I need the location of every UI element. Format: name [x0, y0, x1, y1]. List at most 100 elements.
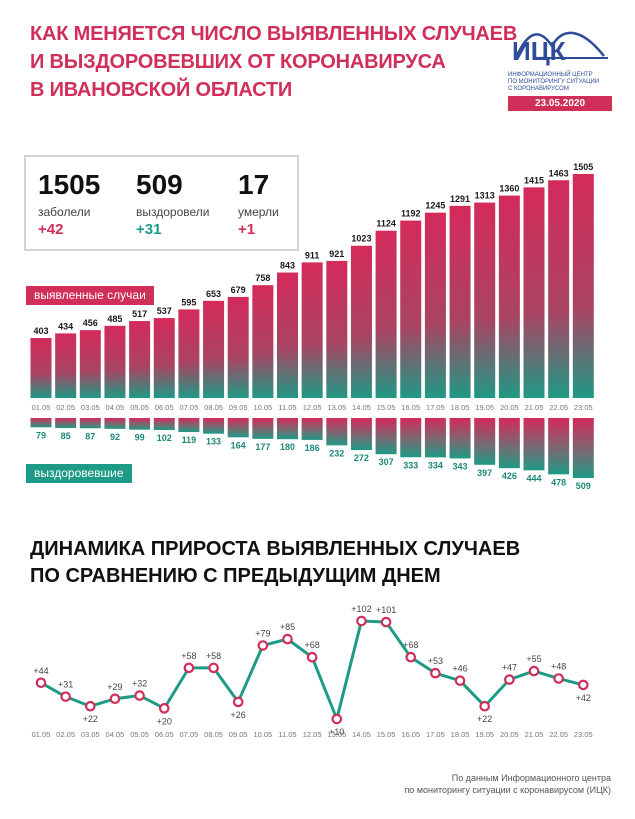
x-tick-label: 07.05: [180, 730, 199, 739]
increase-value-label: +42: [576, 693, 591, 703]
x-tick-label: 08.05: [204, 730, 223, 739]
x-tick-label: 09.05: [229, 403, 248, 412]
increase-value-label: +31: [58, 680, 73, 690]
bar-cases-label: 758: [255, 273, 270, 283]
x-tick-label: 05.05: [130, 403, 149, 412]
x-tick-label: 03.05: [81, 730, 100, 739]
increase-value-label: +79: [255, 629, 270, 639]
increase-value-label: +101: [376, 605, 396, 615]
x-tick-label: 15.05: [377, 730, 396, 739]
increase-value-label: +26: [231, 710, 246, 720]
increase-value-label: +68: [305, 640, 320, 650]
bar-cases-label: 403: [33, 326, 48, 336]
bar-cases-label: 679: [231, 285, 246, 295]
bar-recovered-label: 307: [379, 457, 394, 467]
bar-cases: [104, 325, 126, 398]
bar-cases: [301, 262, 323, 398]
summary-panel: 1505 заболели +42 509 выздоровели +31 17…: [24, 155, 299, 251]
increase-value-label: +22: [83, 714, 98, 724]
increase-value-label: +85: [280, 622, 295, 632]
bar-recovered: [227, 418, 249, 438]
increase-point: [35, 677, 47, 689]
increase-point: [454, 675, 466, 686]
bar-recovered: [350, 418, 372, 451]
x-tick-label: 13.05: [327, 403, 346, 412]
increase-point: [85, 700, 96, 712]
stat-recovered-value: 509: [136, 169, 183, 200]
increase-point: [208, 662, 219, 674]
bar-cases-label: 1245: [425, 201, 445, 211]
logo-sub-2: ПО МОНИТОРИНГУ СИТУАЦИИ: [508, 79, 600, 85]
x-tick-label: 23.05: [574, 730, 593, 739]
bar-cases-label: 1360: [499, 184, 519, 194]
bar-recovered-label: 177: [255, 442, 270, 452]
legend-recovered-label: выздоровевшие: [26, 464, 132, 483]
bar-cases: [572, 174, 594, 398]
increase-point: [232, 696, 244, 708]
footer-line-2: по мониторингу ситуации с коронавирусом …: [404, 785, 611, 795]
increase-point: [479, 700, 490, 712]
bar-recovered: [375, 418, 397, 455]
bar-recovered: [449, 418, 471, 459]
bar-recovered: [277, 418, 298, 440]
x-tick-label: 08.05: [204, 403, 223, 412]
x-tick-label: 09.05: [229, 730, 248, 739]
bar-recovered-label: 444: [526, 473, 541, 483]
bar-recovered: [326, 418, 348, 446]
increase-value-label: +32: [132, 679, 147, 689]
x-tick-label: 06.05: [155, 730, 174, 739]
cases-recovered-bar-chart: 403 01.05 79 434 02.05 85 456 03.05 87 485 04.05 92…: [30, 162, 594, 491]
logo-text: ИЦК: [512, 36, 566, 66]
bar-cases: [252, 285, 274, 398]
increase-point: [528, 665, 540, 677]
x-tick-label: 17.05: [426, 403, 445, 412]
bar-recovered-label: 79: [36, 430, 46, 440]
bar-cases: [178, 309, 200, 398]
bar-cases: [129, 321, 151, 398]
increase-point: [282, 633, 293, 645]
bar-cases-label: 1124: [376, 219, 396, 229]
increase-value-label: +10: [329, 727, 344, 737]
bar-recovered: [203, 418, 225, 434]
bar-recovered-label: 133: [206, 437, 221, 447]
x-tick-label: 22.05: [549, 730, 568, 739]
increase-point: [331, 713, 343, 725]
bar-cases-label: 843: [280, 261, 295, 271]
x-tick-label: 23.05: [574, 403, 593, 412]
stat-recovered-label: выздоровели: [136, 205, 210, 219]
bar-cases-label: 456: [83, 318, 98, 328]
bar-recovered-label: 272: [354, 453, 369, 463]
increase-point: [380, 616, 392, 628]
x-tick-label: 12.05: [303, 403, 322, 412]
bar-cases-label: 1023: [351, 234, 371, 244]
bar-cases: [30, 338, 52, 398]
bar-recovered: [55, 418, 77, 429]
bar-cases-label: 517: [132, 309, 147, 319]
stat-deaths-delta: +1: [238, 221, 256, 238]
increase-point: [577, 679, 589, 691]
x-tick-label: 16.05: [401, 403, 420, 412]
bar-recovered: [424, 418, 446, 458]
x-tick-label: 01.05: [32, 730, 51, 739]
bar-recovered: [548, 418, 570, 475]
title-line-3: В ИВАНОВСКОЙ ОБЛАСТИ: [30, 79, 293, 101]
bar-cases: [400, 220, 422, 398]
bar-recovered: [572, 418, 594, 478]
x-tick-label: 04.05: [106, 730, 125, 739]
bar-cases-label: 434: [58, 321, 73, 331]
logo-sub-3: С КОРОНАВИРУСОМ: [508, 86, 569, 92]
bar-recovered-label: 102: [157, 433, 172, 443]
bar-recovered-label: 99: [135, 433, 145, 443]
increase-value-label: +20: [157, 716, 172, 726]
x-tick-label: 13.05: [327, 730, 346, 739]
x-tick-label: 14.05: [352, 730, 371, 739]
bar-recovered-label: 334: [428, 460, 443, 470]
bar-cases-label: 921: [329, 249, 344, 259]
x-tick-label: 02.05: [56, 730, 75, 739]
x-tick-label: 15.05: [377, 403, 396, 412]
bar-cases: [474, 202, 496, 398]
increase-value-label: +58: [206, 651, 221, 661]
logo: ИЦК ИНФОРМАЦИОННЫЙ ЦЕНТР ПО МОНИТОРИНГУ …: [508, 20, 612, 92]
increase-value-label: +102: [351, 604, 371, 614]
x-tick-label: 14.05: [352, 403, 371, 412]
